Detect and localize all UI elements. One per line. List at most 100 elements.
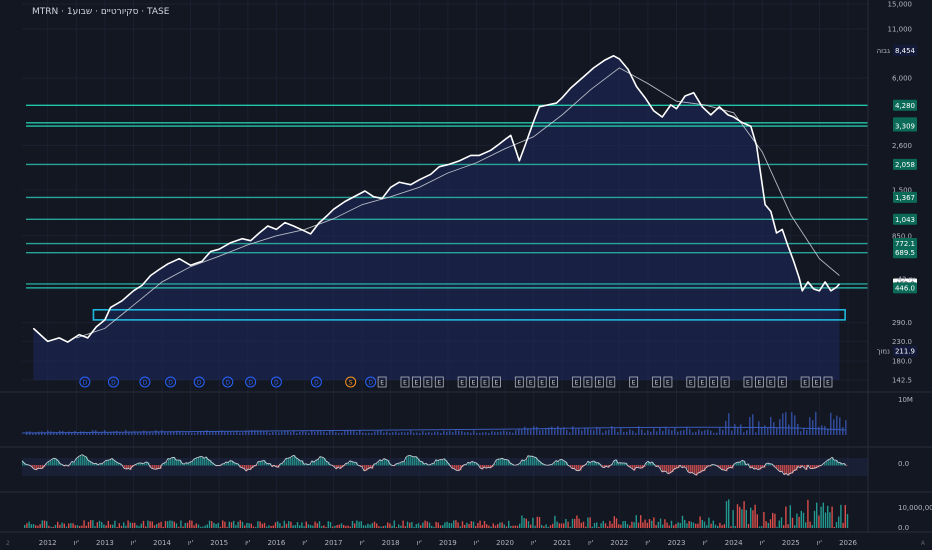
volume2-bar: [780, 517, 783, 528]
price-axis-tick: 6,000: [892, 74, 912, 82]
volume2-bar: [226, 526, 228, 528]
dividend-event-marker: D: [79, 376, 91, 388]
volume2-bar: [602, 520, 604, 528]
volume2-bar: [351, 521, 354, 528]
volume2-bar: [516, 525, 519, 528]
volume-bar: [329, 430, 331, 435]
volume-bar: [497, 431, 499, 435]
price-point: [293, 225, 294, 227]
volume-bar: [122, 432, 124, 435]
volume2-bar: [624, 520, 626, 528]
dividend-event-marker: D: [310, 376, 322, 388]
volume2-bar: [741, 509, 743, 528]
oscillator-bar: [496, 460, 498, 466]
volume2-bar: [318, 521, 321, 528]
price-point: [676, 108, 677, 110]
oscillator-bar: [114, 460, 116, 466]
oscillator-bar: [48, 461, 50, 466]
price-point: [618, 58, 620, 60]
volume-bar: [230, 432, 232, 435]
volume2-bar: [816, 502, 818, 528]
volume2-bar: [560, 523, 563, 528]
earnings-label: E: [815, 380, 819, 387]
volume2-bar: [76, 525, 79, 528]
volume-bar: [500, 431, 502, 435]
volume-bar: [350, 431, 352, 435]
volume-bar: [641, 429, 643, 435]
oscillator-bar: [756, 465, 758, 469]
oscillator-bar: [202, 456, 204, 466]
oscillator-bar: [234, 462, 236, 466]
oscillator-bar: [146, 461, 148, 466]
earnings-box: [526, 376, 536, 388]
volume-bar: [38, 431, 40, 435]
oscillator-bar: [750, 465, 752, 469]
volume2-bar: [701, 519, 703, 528]
volume2-bar: [230, 522, 233, 528]
earnings-label: E: [689, 380, 693, 387]
x-axis-tick: 2017: [325, 539, 343, 547]
right-label-badge: [893, 247, 917, 259]
x-axis-tick: 2023: [668, 539, 686, 547]
oscillator-bar: [394, 465, 396, 467]
oscillator-bar: [40, 465, 42, 469]
oscillator-bar: [676, 465, 678, 469]
oscillator-bar: [138, 463, 140, 466]
price-point: [561, 97, 563, 99]
oscillator-bar: [538, 460, 540, 466]
volume2-bar: [536, 516, 538, 528]
volume2-bar: [798, 516, 800, 528]
oscillator-bar: [808, 465, 810, 466]
volume-bar: [410, 430, 412, 435]
volume2-bar: [593, 523, 596, 528]
oscillator-bar: [150, 465, 152, 468]
oscillator-bar: [258, 461, 260, 466]
oscillator-bar: [726, 465, 728, 472]
oscillator-bar: [682, 465, 684, 469]
chart-header-title: MTRN · סקיורטיים · שבוע1 · TASE: [32, 7, 170, 17]
oscillator-bar: [418, 458, 420, 466]
volume-bar: [806, 430, 808, 435]
volume-bar: [59, 430, 61, 435]
dividend-circle: [107, 376, 119, 388]
oscillator-bar: [232, 460, 234, 466]
moving-average-line: [76, 67, 840, 339]
volume2-bar: [151, 521, 153, 528]
volume2-bar: [774, 513, 776, 528]
earnings-label: E: [437, 380, 441, 387]
earnings-label: E: [415, 380, 419, 387]
right-label-badge: [893, 213, 917, 225]
volume-bar: [731, 430, 733, 435]
volume-bar: [92, 430, 94, 435]
oscillator-bar: [164, 463, 166, 466]
volume2-bar: [846, 514, 849, 528]
x-axis-tick: יו': [645, 539, 650, 547]
oscillator-bar: [50, 460, 52, 466]
volume-bar: [620, 428, 622, 435]
volume2-bar: [668, 525, 670, 528]
volume2-bar: [714, 524, 717, 528]
oscillator-bar: [704, 465, 706, 471]
earnings-event-marker: E: [777, 376, 787, 388]
dividend-label: D: [83, 380, 88, 387]
volume-bar: [464, 432, 466, 435]
volume2-bar: [574, 518, 576, 528]
volume2-bar: [272, 525, 274, 528]
dividend-circle: [222, 376, 234, 388]
volume-bar: [827, 429, 829, 435]
volume-bar: [314, 431, 316, 435]
volume2-bar: [512, 525, 514, 528]
volume2-bar: [160, 521, 162, 528]
volume2-bar: [431, 525, 433, 528]
oscillator-bar: [674, 465, 676, 470]
volume2-bar: [829, 512, 831, 528]
price-point: [684, 95, 686, 97]
oscillator-bar: [180, 460, 182, 466]
volume2-bar: [422, 522, 424, 528]
oscillator-bar: [592, 461, 594, 466]
dividend-label: D: [225, 380, 230, 387]
oscillator-bar: [416, 456, 418, 466]
oscillator-bar: [576, 465, 578, 471]
oscillator-bar: [374, 464, 376, 466]
